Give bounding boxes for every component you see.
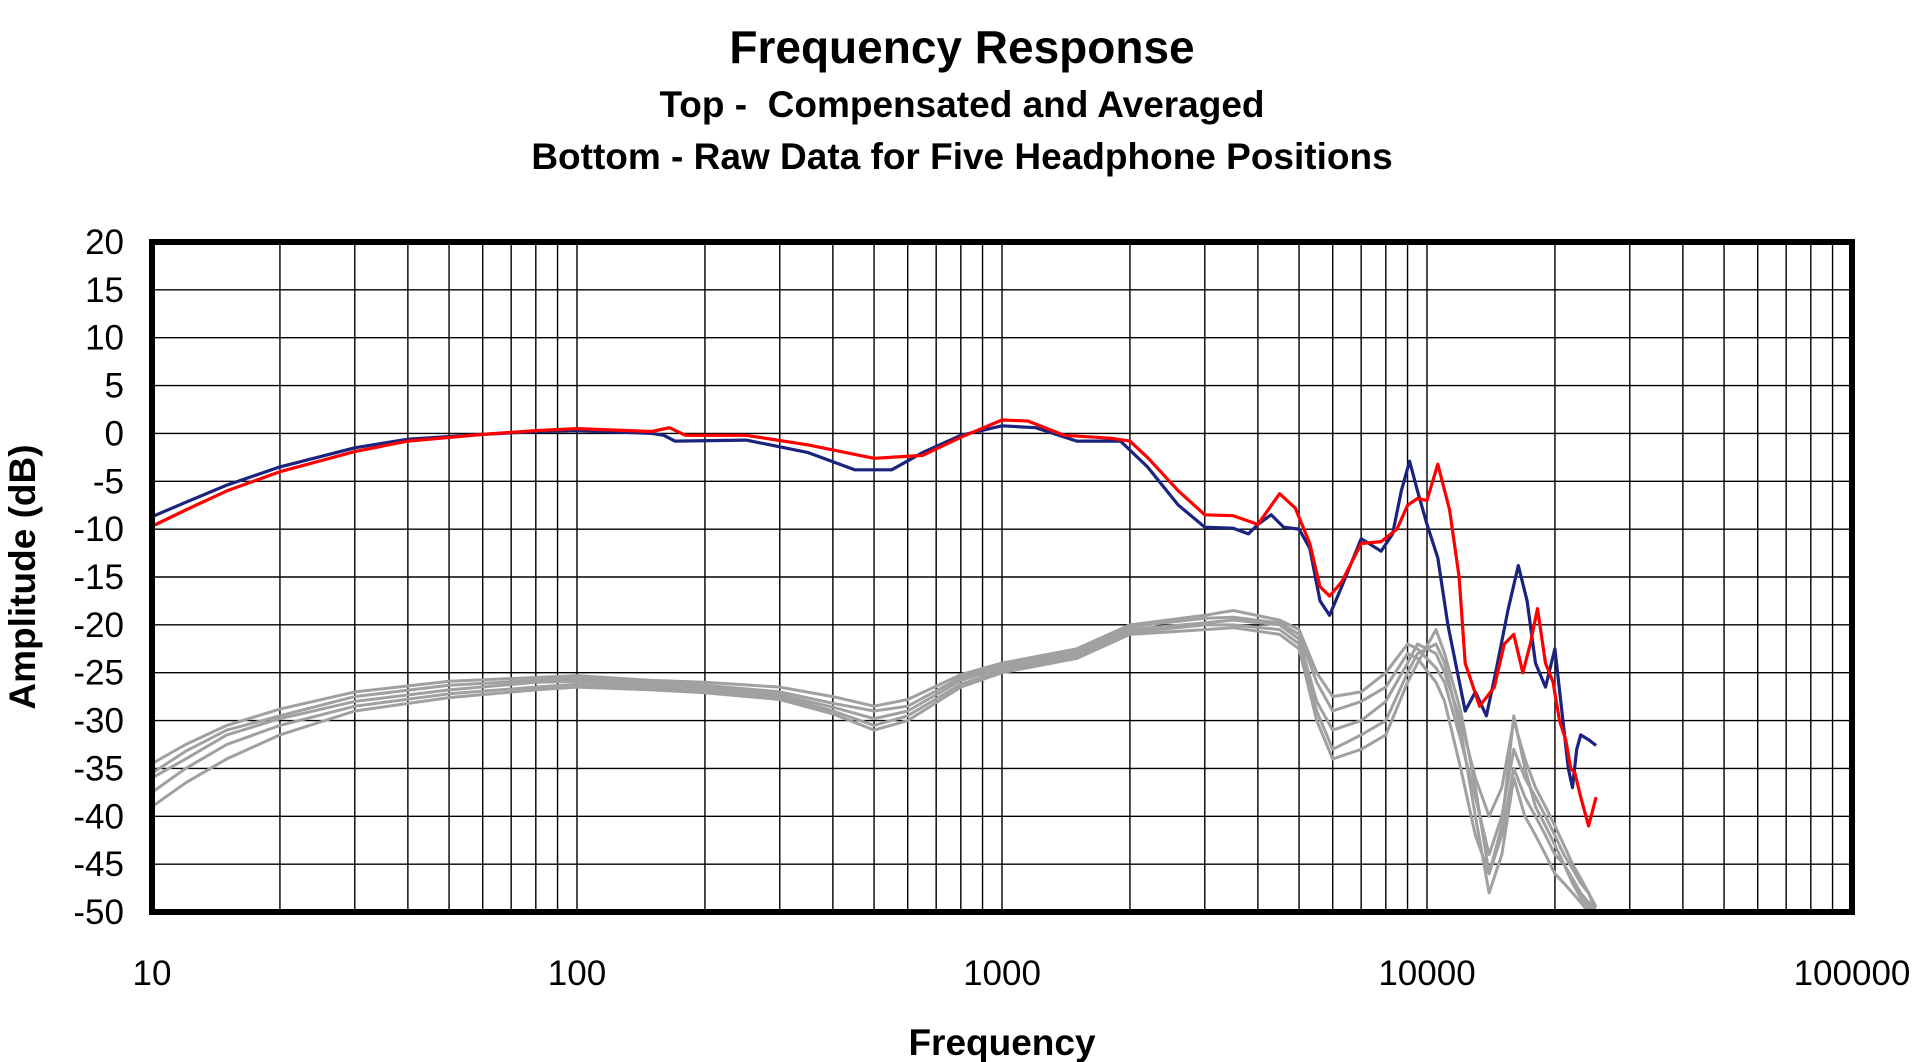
chart-title-block: Frequency Response Top - Compensated and… bbox=[0, 0, 1924, 200]
series-line-5 bbox=[152, 623, 1597, 912]
series-line-3 bbox=[152, 615, 1598, 912]
series-line-0 bbox=[152, 424, 1598, 790]
series-line-6 bbox=[152, 626, 1597, 912]
y-tick-label: -20 bbox=[73, 606, 124, 645]
y-tick-label: -40 bbox=[73, 797, 124, 836]
y-tick-label: -50 bbox=[73, 893, 124, 932]
y-tick-labels: 20 15 10 5 0 -5 -10 -15 -20 -25 -30 -35 -40 -45 -50 bbox=[73, 223, 124, 932]
y-tick-label: -25 bbox=[73, 654, 124, 693]
y-tick-label: -30 bbox=[73, 702, 124, 741]
y-tick-label: 5 bbox=[105, 367, 124, 406]
chart-title: Frequency Response bbox=[729, 21, 1195, 73]
series-lines bbox=[152, 418, 1598, 912]
y-tick-label: -45 bbox=[73, 845, 124, 884]
y-axis-label: Amplitude (dB) bbox=[2, 444, 43, 709]
y-tick-label: 20 bbox=[85, 223, 124, 262]
series-line-2 bbox=[152, 609, 1598, 912]
y-tick-label: -10 bbox=[73, 510, 124, 549]
grid bbox=[151, 241, 1852, 913]
y-tick-label: 10 bbox=[85, 319, 124, 358]
plot-frame bbox=[149, 239, 1855, 915]
y-tick-label: 15 bbox=[85, 271, 124, 310]
series-line-4 bbox=[152, 618, 1598, 908]
y-tick-label: 0 bbox=[105, 414, 124, 453]
y-tick-label: -5 bbox=[93, 462, 124, 501]
x-tick-label: 100 bbox=[548, 954, 606, 993]
x-tick-label: 1000 bbox=[963, 954, 1041, 993]
y-tick-label: -15 bbox=[73, 558, 124, 597]
x-tick-labels: 10 100 1000 10000 100000 bbox=[133, 954, 1911, 993]
series-line-1 bbox=[152, 418, 1598, 828]
x-tick-label: 10000 bbox=[1378, 954, 1475, 993]
x-axis-label: Frequency bbox=[908, 1022, 1096, 1062]
x-tick-label: 100000 bbox=[1794, 954, 1911, 993]
y-tick-label: -35 bbox=[73, 749, 124, 788]
x-tick-label: 10 bbox=[133, 954, 172, 993]
chart-subtitle-top: Top - Compensated and Averaged bbox=[659, 84, 1265, 125]
chart-subtitle-bottom: Bottom - Raw Data for Five Headphone Pos… bbox=[531, 136, 1393, 177]
